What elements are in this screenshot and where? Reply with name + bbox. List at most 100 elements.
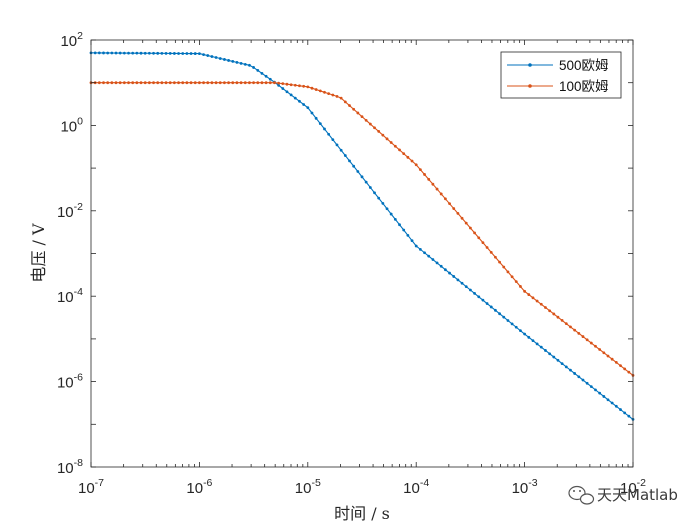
series-1-point — [281, 82, 285, 86]
series-1-point — [373, 126, 376, 130]
series-1-point — [544, 306, 547, 309]
series-0-point — [160, 51, 164, 55]
series-1-point — [598, 348, 602, 351]
series-1-point — [381, 133, 385, 137]
series-1-point — [623, 367, 627, 371]
series-1-point — [527, 293, 531, 296]
series-1-point — [564, 322, 568, 326]
series-0-point — [402, 228, 406, 232]
series-0-point — [314, 116, 318, 120]
series-1-point — [306, 85, 310, 89]
series-0-point — [243, 62, 247, 66]
series-0-point — [406, 233, 410, 237]
series-0-point — [556, 358, 560, 362]
series-1-point — [573, 328, 577, 332]
series-1-point — [602, 351, 606, 355]
series-0-point — [606, 398, 610, 402]
series-1-point — [606, 354, 610, 358]
series-0-point — [485, 302, 489, 305]
series-1-point — [589, 341, 593, 345]
legend: 500欧姆 100欧姆 — [500, 51, 622, 99]
series-0-point — [610, 401, 614, 405]
x-tick-label: 10-5 — [295, 477, 321, 497]
series-0-point — [348, 159, 351, 163]
series-1-point — [431, 182, 435, 186]
series-0-point — [473, 291, 476, 295]
series-0-point — [252, 66, 256, 69]
series-1-point — [473, 231, 476, 235]
series-1-point — [193, 81, 197, 85]
series-0-point — [539, 345, 543, 349]
series-1-point — [539, 302, 543, 306]
series-1-point — [402, 152, 406, 156]
series-1-point — [268, 81, 272, 85]
series-0-point — [585, 381, 589, 385]
series-1-point — [352, 107, 356, 111]
series-1-point — [435, 187, 439, 191]
series-1-point — [260, 81, 264, 85]
series-1-point — [227, 81, 230, 85]
series-0-point — [594, 388, 597, 392]
series-1-point — [214, 81, 218, 85]
series-0-point — [143, 51, 147, 55]
series-1-point — [494, 255, 497, 259]
y-tick-label: 10-4 — [57, 286, 83, 306]
series-0-point — [335, 143, 339, 147]
series-1-point — [135, 81, 139, 85]
series-0-point — [318, 122, 322, 126]
series-1-point — [147, 81, 151, 85]
series-0-point — [581, 378, 585, 382]
series-0-point — [398, 223, 401, 227]
series-0-point — [602, 395, 606, 398]
series-1-point — [389, 141, 393, 144]
series-0-point — [535, 342, 539, 346]
legend-marker-500 — [528, 63, 532, 67]
series-0-point — [231, 60, 235, 63]
series-0-point — [202, 53, 205, 56]
x-tick-label: 10-6 — [186, 477, 212, 497]
series-0-point — [198, 52, 201, 56]
series-0-point — [598, 391, 602, 395]
series-1-point — [619, 364, 622, 368]
series-1-point — [218, 81, 222, 85]
series-0-point — [623, 411, 627, 415]
series-0-point — [277, 83, 281, 87]
series-0-point — [569, 368, 572, 372]
series-1-point — [160, 81, 164, 85]
series-0-point — [343, 154, 347, 157]
series-1-point — [398, 148, 401, 152]
legend-box — [500, 51, 622, 99]
series-0-point — [331, 138, 335, 142]
series-1-point — [256, 81, 260, 85]
series-1-point — [519, 285, 522, 288]
x-tick-label: 10-2 — [620, 477, 646, 497]
series-0-point — [323, 127, 326, 131]
series-1-point — [164, 81, 168, 85]
series-1-point — [102, 81, 105, 85]
series-0-point — [523, 332, 526, 336]
series-1-point — [310, 86, 314, 90]
series-1-point — [277, 81, 281, 85]
series-0-point — [489, 305, 493, 309]
series-0-point — [552, 355, 556, 359]
series-0-point — [102, 51, 105, 55]
series-0-point — [114, 51, 118, 55]
series-1-point — [231, 81, 235, 85]
series-0-point — [548, 352, 552, 356]
series-1-point — [368, 122, 372, 126]
series-0-point — [235, 60, 239, 64]
series-0-point — [206, 54, 210, 57]
series-0-point — [519, 329, 522, 333]
series-1-point — [506, 270, 510, 274]
series-1-point — [364, 118, 368, 122]
series-1-point — [456, 212, 460, 215]
series-1-point — [172, 81, 176, 85]
series-0-point — [147, 51, 151, 55]
series-1-point — [198, 81, 201, 85]
series-1-point — [235, 81, 239, 85]
series-1-point — [443, 197, 447, 201]
series-1-point — [331, 93, 335, 97]
series-1-point — [423, 173, 426, 176]
series-1-point — [110, 81, 114, 85]
series-0-point — [131, 51, 135, 55]
